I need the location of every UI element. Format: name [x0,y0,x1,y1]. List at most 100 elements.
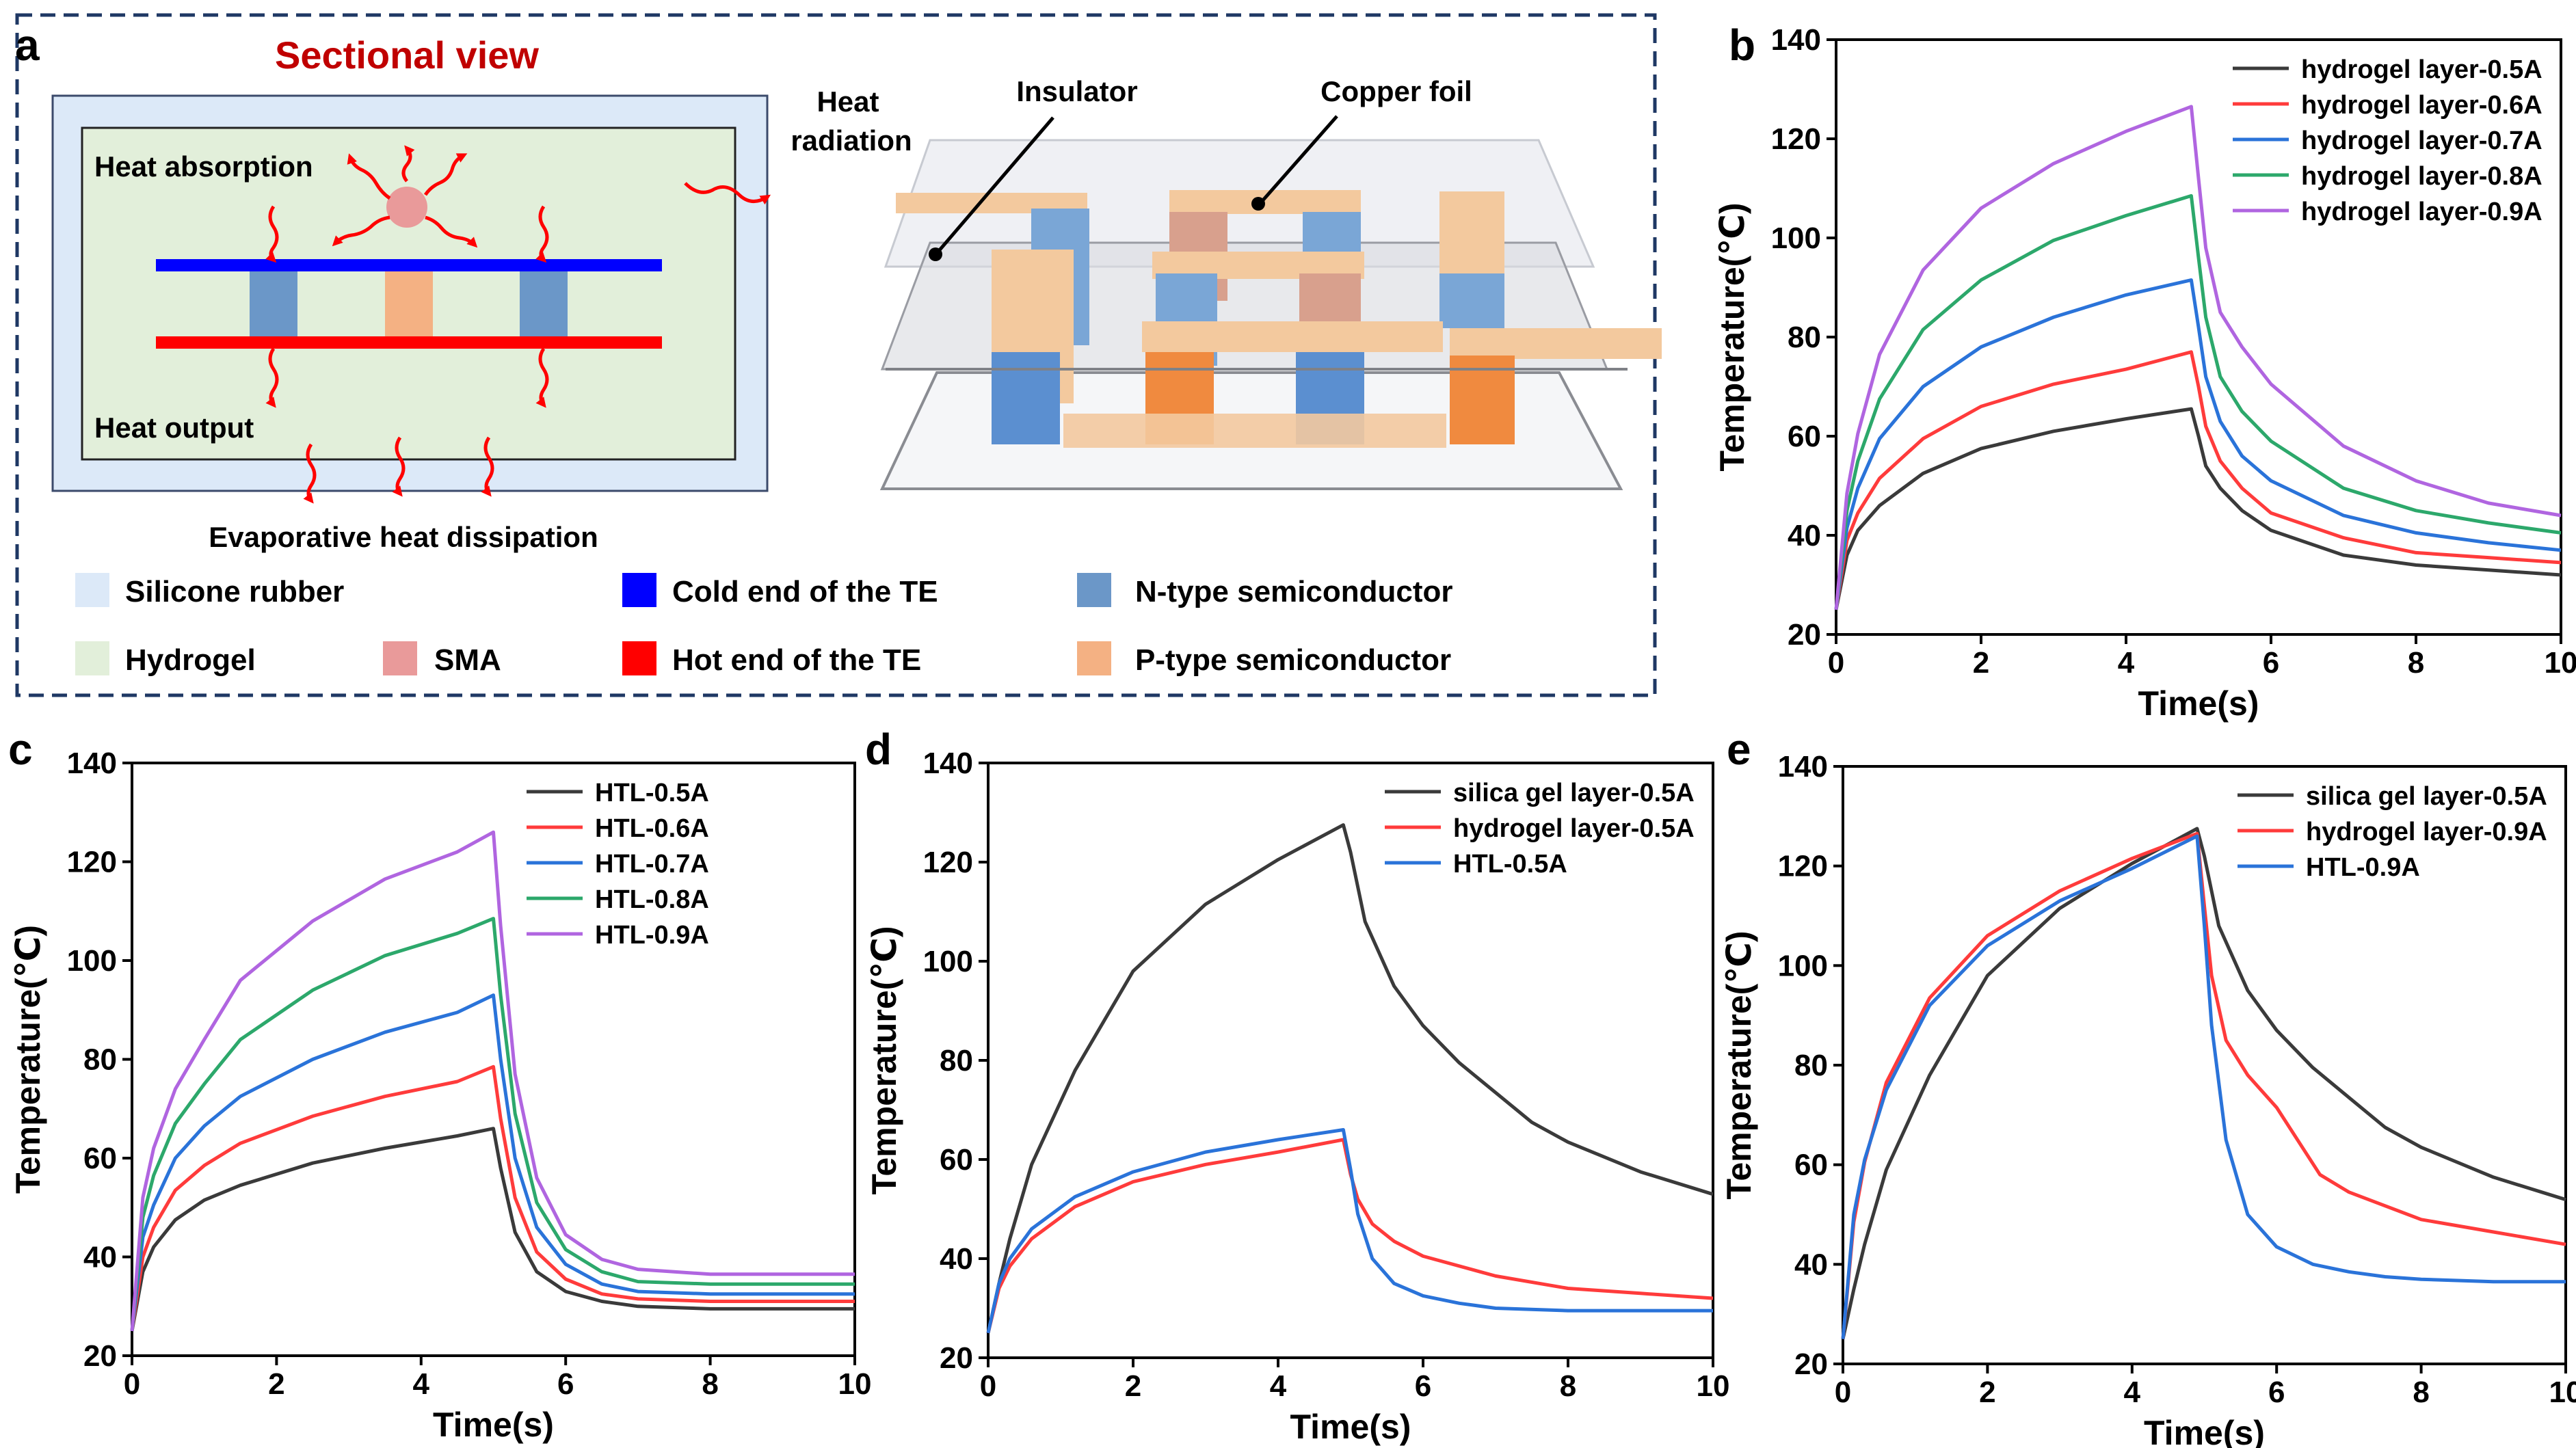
sectional-view-title: Sectional view [275,33,539,77]
y-tick-label: 120 [67,846,117,879]
series-line-1 [986,823,1714,1334]
x-tick-label: 10 [838,1367,872,1401]
x-axis-title: Time(s) [1290,1408,1411,1446]
legend-label-1: HTL-0.5A [595,779,709,807]
y-tick-label: 80 [83,1043,117,1077]
y-tick-label: 140 [923,747,973,780]
x-tick-label: 10 [2545,646,2576,680]
panel-a-letter: a [15,21,40,70]
legend-label-2: hydrogel layer-0.5A [1453,814,1695,843]
panel-c-letter: c [8,725,33,774]
y-tick-label: 60 [1794,1149,1828,1182]
panel-e-letter: e [1727,725,1751,774]
x-tick-label: 2 [1125,1369,1141,1403]
legend-label-1: hydrogel layer-0.5A [2301,55,2542,84]
legend-label-5: HTL-0.9A [595,921,709,950]
legend-swatch-hydrogel [75,641,109,675]
legend-swatch-p-type [1077,641,1111,675]
insulator-label: Insulator [1016,75,1137,107]
x-tick-label: 10 [1697,1369,1730,1403]
series-line-4 [130,917,855,1332]
legend-label-silicone: Silicone rubber [125,575,344,608]
legend-label-3: hydrogel layer-0.7A [2301,126,2542,155]
x-tick-label: 8 [1560,1369,1576,1403]
x-tick-label: 0 [1835,1376,1851,1409]
series-line-1 [1841,827,2566,1340]
x-tick-label: 2 [1979,1376,1995,1409]
copper-foil-pointer-dot [1251,197,1265,211]
legend-label-4: hydrogel layer-0.8A [2301,162,2542,191]
y-axis-title: Temperature(℃) [1720,930,1758,1199]
heat-absorption-label: Heat absorption [94,150,313,183]
series-line-3 [130,993,855,1332]
x-tick-label: 6 [2263,646,2279,680]
x-tick-label: 0 [124,1367,140,1401]
legend-label-hot-end: Hot end of the TE [672,643,921,677]
legend-swatch-hot-end [622,641,656,675]
evaporative-heat-label: Evaporative heat dissipation [209,521,598,553]
copper-foil-label: Copper foil [1320,75,1472,107]
n-type-left [250,269,297,338]
x-tick-label: 8 [702,1367,718,1401]
x-tick-label: 4 [2118,646,2135,680]
y-tick-label: 100 [1778,949,1828,982]
y-tick-label: 40 [83,1241,117,1274]
copper-foil-pointer [1260,115,1338,203]
panel-d-letter: d [865,725,892,774]
series-line-1 [130,1127,855,1332]
legend-label-hydrogel: Hydrogel [125,643,256,677]
y-axis-title: Temperature(℃) [1713,202,1751,471]
sma-particle [386,187,427,228]
hot-end-bar [156,336,662,349]
legend-label-sma: SMA [434,643,501,677]
y-tick-label: 140 [1778,750,1828,783]
series-line-5 [1834,105,2562,611]
legend-label-p-type: P-type semiconductor [1135,643,1451,677]
insulator-pointer [937,116,1054,253]
y-tick-label: 140 [1771,23,1821,57]
y-tick-label: 40 [1788,519,1821,552]
y-tick-label: 120 [1778,850,1828,883]
x-tick-label: 0 [1828,646,1844,680]
series-line-4 [1834,193,2562,611]
y-tick-label: 20 [1794,1348,1828,1381]
insulator-pointer-dot [929,247,942,261]
legend-label-cold-end: Cold end of the TE [672,575,938,608]
series-line-3 [1834,278,2562,611]
y-tick-label: 40 [1794,1248,1828,1281]
series-line-3 [1841,834,2566,1339]
x-tick-label: 6 [1415,1369,1431,1403]
legend-label-3: HTL-0.9A [2306,853,2420,882]
y-tick-label: 140 [67,747,117,780]
legend-label-3: HTL-0.5A [1453,850,1567,879]
heat-arrows [265,145,771,504]
cold-end-bar [156,259,662,271]
y-tick-label: 60 [83,1142,117,1175]
legend-label-1: silica gel layer-0.5A [2306,782,2547,811]
panel-b-letter: b [1729,21,1755,70]
chart-c: 0 2 4 6 8 10 20 40 60 80 100 120 140 Time(s) Temperatu… [9,747,871,1444]
panel-a: a Sectional view Heat absorption Heat o [15,13,1662,697]
legend-swatch-n-type [1077,573,1111,607]
legend-label-5: hydrogel layer-0.9A [2301,198,2542,226]
legend-label-2: hydrogel layer-0.6A [2301,91,2542,120]
thermoelectric-device-3d [879,139,1662,490]
chart-e: 0 2 4 6 8 10 20 40 60 80 100 120 140 Time(s) Temperatu… [1720,750,2576,1448]
y-tick-label: 80 [1794,1049,1828,1082]
x-tick-label: 4 [1270,1369,1287,1403]
y-axis-title: Temperature(℃) [865,926,903,1194]
y-tick-label: 20 [83,1339,117,1373]
y-tick-label: 100 [1771,222,1821,255]
y-tick-label: 20 [940,1341,973,1375]
x-tick-label: 4 [413,1367,430,1401]
heat-radiation-label-1: Heat [816,85,879,118]
x-tick-label: 6 [557,1367,574,1401]
x-axis-title: Time(s) [2138,684,2259,723]
x-tick-label: 4 [2124,1376,2141,1409]
y-tick-label: 40 [940,1242,973,1276]
x-tick-label: 6 [2268,1376,2285,1409]
y-tick-label: 20 [1788,618,1821,652]
x-tick-label: 10 [2549,1376,2576,1409]
y-tick-label: 80 [1788,321,1821,354]
